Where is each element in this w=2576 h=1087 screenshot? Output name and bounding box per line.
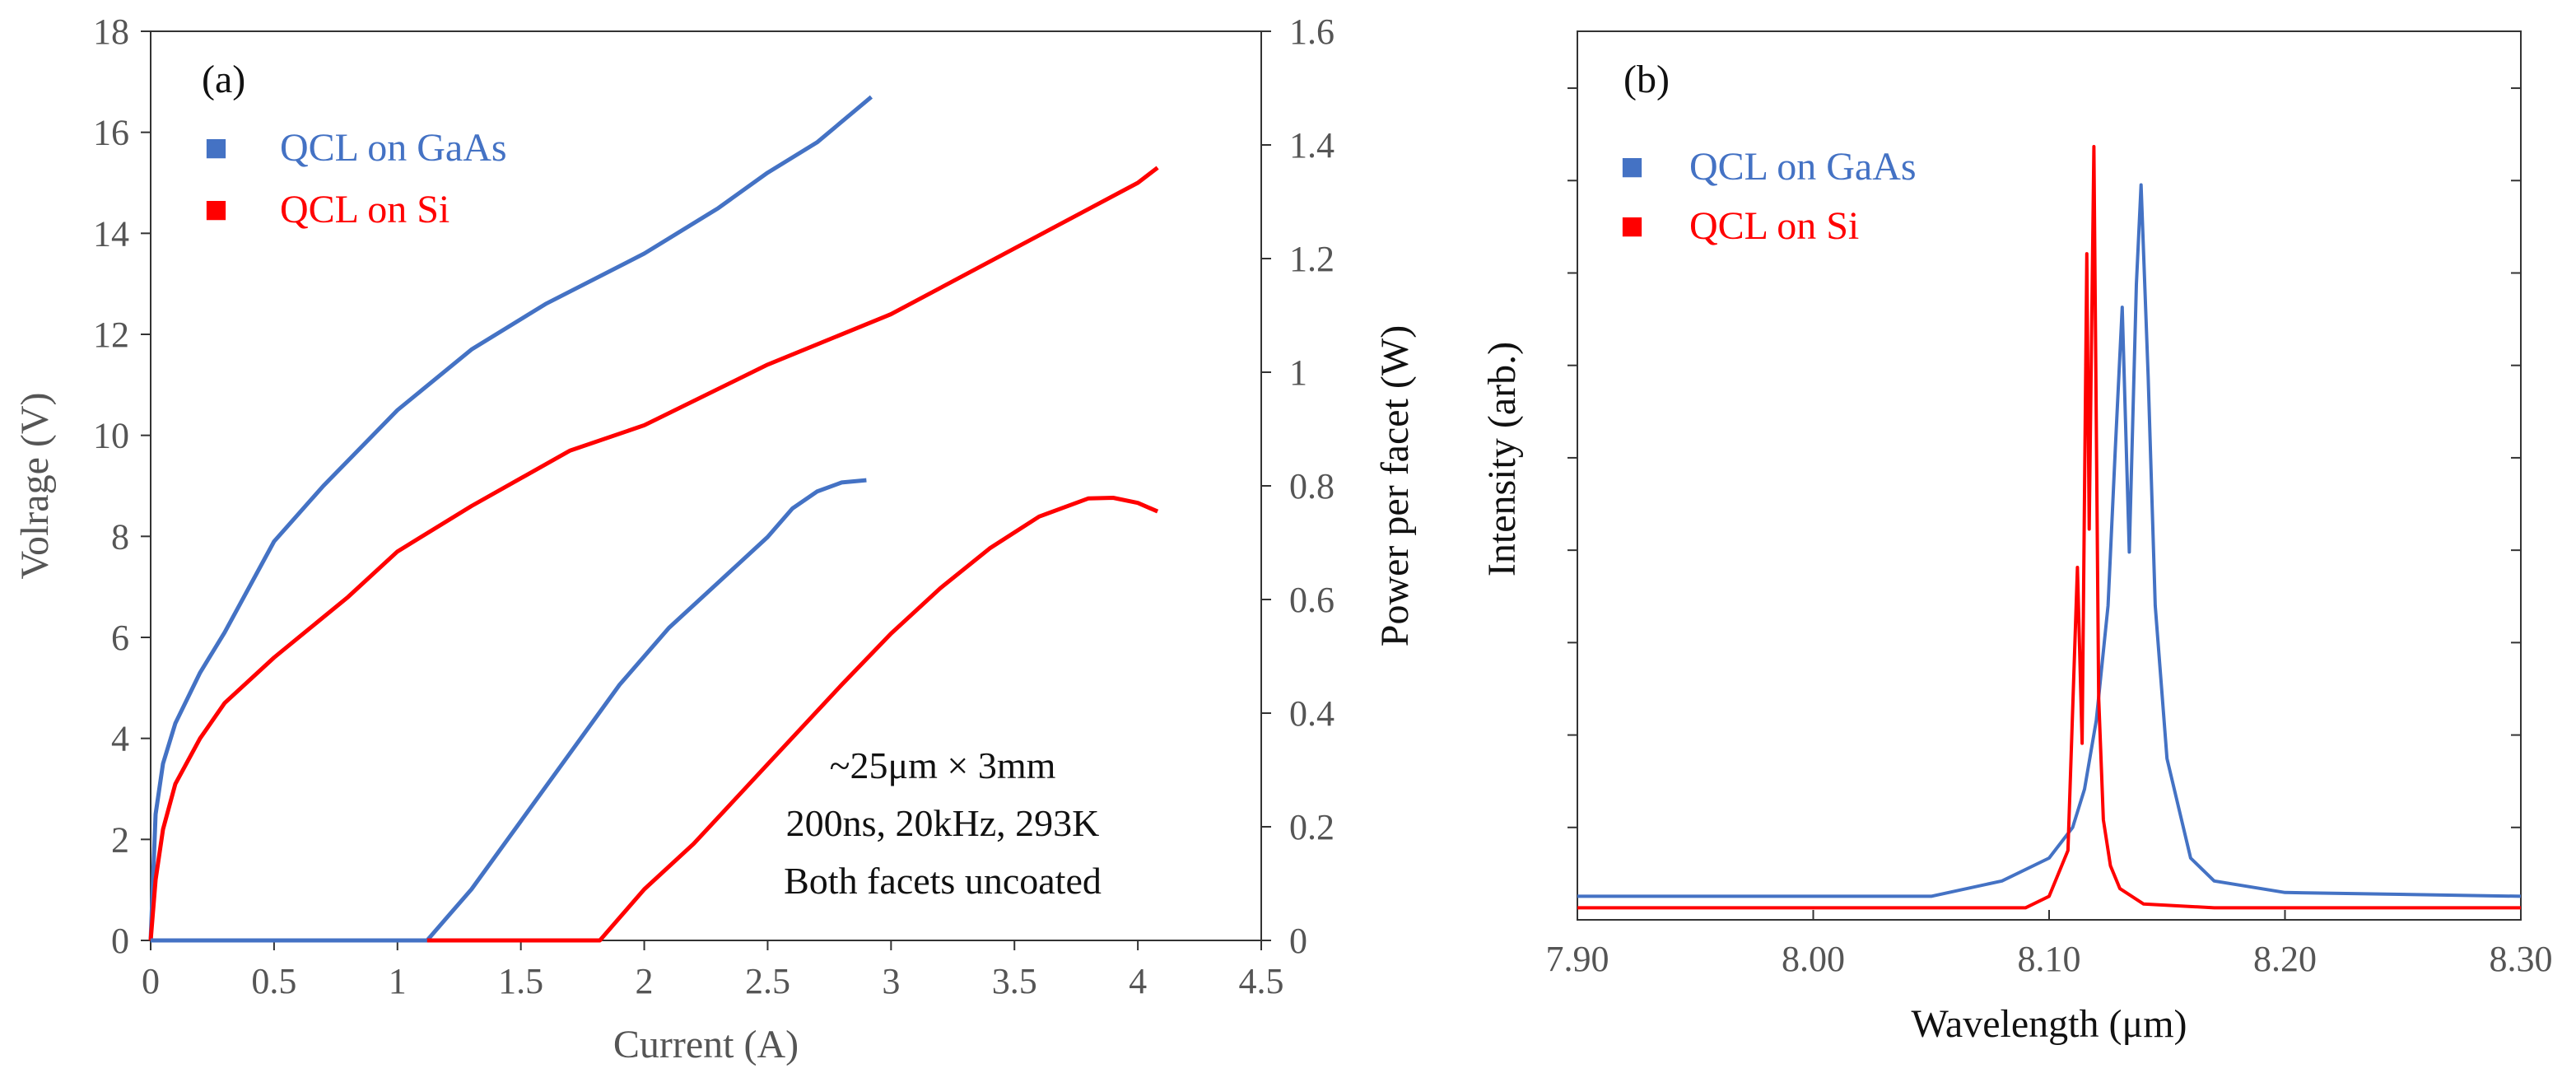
y-tick-label: 14	[93, 213, 129, 254]
y-tick-label: 16	[93, 113, 129, 153]
x-tick-label: 8.00	[1782, 939, 1845, 979]
legend-marker: ■	[1620, 204, 1644, 248]
y-tick-label: 0	[111, 921, 129, 961]
x-axis-label: Wavelength (μm)	[1911, 1002, 2187, 1046]
x-tick-label: 2.5	[745, 961, 790, 1001]
x-tick-label: 7.90	[1546, 939, 1609, 979]
x-tick-label: 0	[142, 961, 160, 1001]
panel-label: (a)	[202, 58, 245, 101]
y2-tick-label: 0	[1289, 921, 1307, 961]
x-tick-label: 3	[882, 961, 900, 1001]
series-line-0	[148, 95, 873, 941]
y-axis-label: Intensity (arb.)	[1480, 342, 1524, 576]
legend-label: QCL on Si	[1689, 204, 1859, 248]
x-tick-label: 3.5	[992, 961, 1037, 1001]
y-tick-label: 2	[111, 819, 129, 860]
series-line-2	[151, 478, 867, 943]
x-tick-label: 1	[389, 961, 407, 1001]
panel-label: (b)	[1623, 58, 1670, 101]
x-tick-label: 8.30	[2490, 939, 2553, 979]
series-line-1	[148, 166, 1159, 941]
y2-tick-label: 1.2	[1289, 239, 1335, 279]
panel-b: 7.90 8.00 8.10 8.20 8.30 Wavelength (μm) Inten…	[1480, 30, 2553, 1046]
legend-marker: ■	[1620, 145, 1644, 189]
x-tick-label: 0.5	[251, 961, 296, 1001]
y-tick-label: 8	[111, 516, 129, 557]
series-line-3	[426, 496, 1159, 943]
x-tick-label: 8.10	[2018, 939, 2081, 979]
y2-axis-label: Power per facet (W)	[1373, 325, 1417, 646]
legend-label: QCL on Si	[280, 188, 450, 231]
y2-tick-label: 0.8	[1289, 466, 1335, 506]
x-tick-label: 2	[636, 961, 654, 1001]
y-tick-label: 12	[93, 315, 129, 355]
x-tick-label: 8.20	[2253, 939, 2317, 979]
y-tick-label: 18	[93, 12, 129, 52]
x-tick-label: 4	[1129, 961, 1147, 1001]
y-tick-label: 6	[111, 618, 129, 658]
x-tick-label: 4.5	[1239, 961, 1284, 1001]
y2-tick-label: 0.6	[1289, 580, 1335, 620]
y2-tick-label: 1.4	[1289, 125, 1335, 166]
y-tick-label: 4	[111, 719, 129, 759]
panel-a: 0 0.5 1 1.5 2 2.5 3 3.5 4 4.502468101214161800.20…	[13, 12, 1417, 1066]
series-line-0	[1577, 183, 2522, 898]
annotation-line: Both facets uncoated	[784, 860, 1102, 902]
y2-tick-label: 0.2	[1289, 807, 1335, 847]
y2-tick-label: 1	[1289, 352, 1307, 393]
annotation-line: ~25μm × 3mm	[830, 744, 1056, 786]
y-axis-label: Volrage (V)	[13, 392, 57, 579]
series-line-1	[1577, 145, 2521, 910]
legend-marker: ■	[204, 188, 228, 231]
x-tick-label: 1.5	[498, 961, 543, 1001]
y-tick-label: 10	[93, 416, 129, 456]
legend-label: QCL on GaAs	[1689, 145, 1917, 189]
legend-marker: ■	[204, 126, 228, 170]
annotation-line: 200ns, 20kHz, 293K	[786, 802, 1100, 844]
legend-label: QCL on GaAs	[280, 126, 507, 170]
y2-tick-label: 1.6	[1289, 12, 1335, 52]
x-axis-label: Current (A)	[613, 1023, 799, 1066]
y2-tick-label: 0.4	[1289, 693, 1335, 734]
